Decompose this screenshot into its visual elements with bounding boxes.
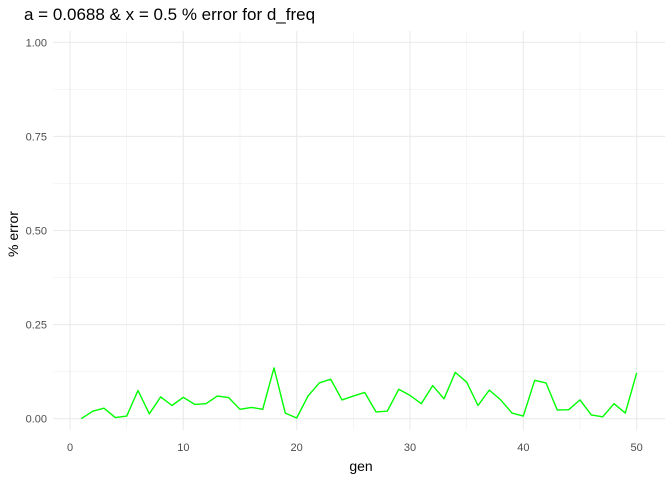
x-tick-label: 50 <box>631 442 643 454</box>
y-tick-label: 0.00 <box>26 414 47 426</box>
x-tick-label: 40 <box>517 442 529 454</box>
series-layer <box>80 367 638 420</box>
series-line <box>80 367 638 420</box>
x-tick-label: 30 <box>404 442 416 454</box>
x-tick-labels: 0 10 20 30 40 50 <box>67 442 643 454</box>
x-axis-title: gen <box>349 458 372 474</box>
y-tick-label: 0.25 <box>26 320 47 332</box>
x-tick-label: 10 <box>177 442 189 454</box>
x-tick-label: 20 <box>291 442 303 454</box>
y-tick-label: 0.75 <box>26 131 47 143</box>
chart-title: a = 0.0688 & x = 0.5 % error for d_freq <box>24 5 315 24</box>
x-tick-label: 0 <box>67 442 73 454</box>
y-tick-label: 1.00 <box>26 37 47 49</box>
y-tick-labels: 0.00 0.25 0.50 0.75 1.00 <box>26 37 47 425</box>
y-axis-title: % error <box>5 211 21 257</box>
y-tick-label: 0.50 <box>26 226 47 238</box>
major-gridlines <box>53 31 665 430</box>
